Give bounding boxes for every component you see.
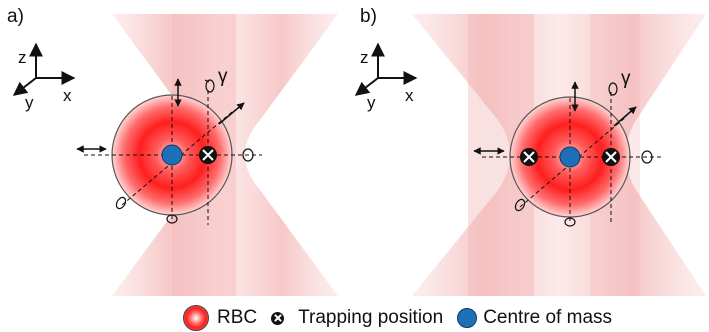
trapping-position-icon-b-left [520, 148, 538, 166]
axis-z-label-b: z [360, 48, 369, 67]
panel-b: z x y γ [354, 14, 706, 296]
trapping-position-icon-a [199, 146, 217, 164]
panel-label-b: b) [360, 6, 377, 27]
centre-of-mass-legend-icon [457, 308, 478, 328]
rotation-icon-right-a [242, 148, 254, 162]
rotation-icon-right-b [641, 150, 653, 164]
rotation-icon-top-a [204, 79, 215, 93]
rotation-icon-top-b [608, 82, 618, 96]
rotation-icon-bottom-b [564, 217, 576, 227]
legend-com-label: Centre of mass [483, 307, 613, 328]
axis-z-label-a: z [18, 48, 27, 67]
panel-a: z x y γ [12, 14, 338, 296]
rotation-icon-bottom-a [166, 214, 178, 224]
rbc-legend-icon [183, 305, 209, 331]
trapping-position-legend-icon [271, 311, 285, 325]
axis-y-label-b: y [367, 93, 376, 112]
legend-rbc-label: RBC [217, 307, 258, 328]
centre-of-mass-a [161, 144, 183, 166]
rotation-gamma-label-b: γ [621, 68, 631, 89]
translation-y-arrow-b [613, 106, 637, 127]
trapping-position-icon-b-right [602, 148, 620, 166]
rotation-gamma-label-a: γ [218, 66, 228, 87]
axis-x-label-a: x [63, 86, 72, 105]
axis-x-label-b: x [405, 86, 414, 105]
panel-label-a: a) [7, 6, 24, 27]
rotation-icon-diag-b [514, 198, 526, 212]
legend-trapping-label: Trapping position [298, 307, 444, 328]
axis-y-label-a: y [25, 93, 34, 112]
axes-a [12, 42, 76, 96]
legend: RBC Trapping position Centre of mass [183, 304, 612, 332]
centre-of-mass-b [559, 146, 581, 168]
rotation-icon-diag-a [115, 196, 127, 210]
translation-y-arrow-a [218, 102, 245, 125]
axes-b [354, 42, 418, 96]
